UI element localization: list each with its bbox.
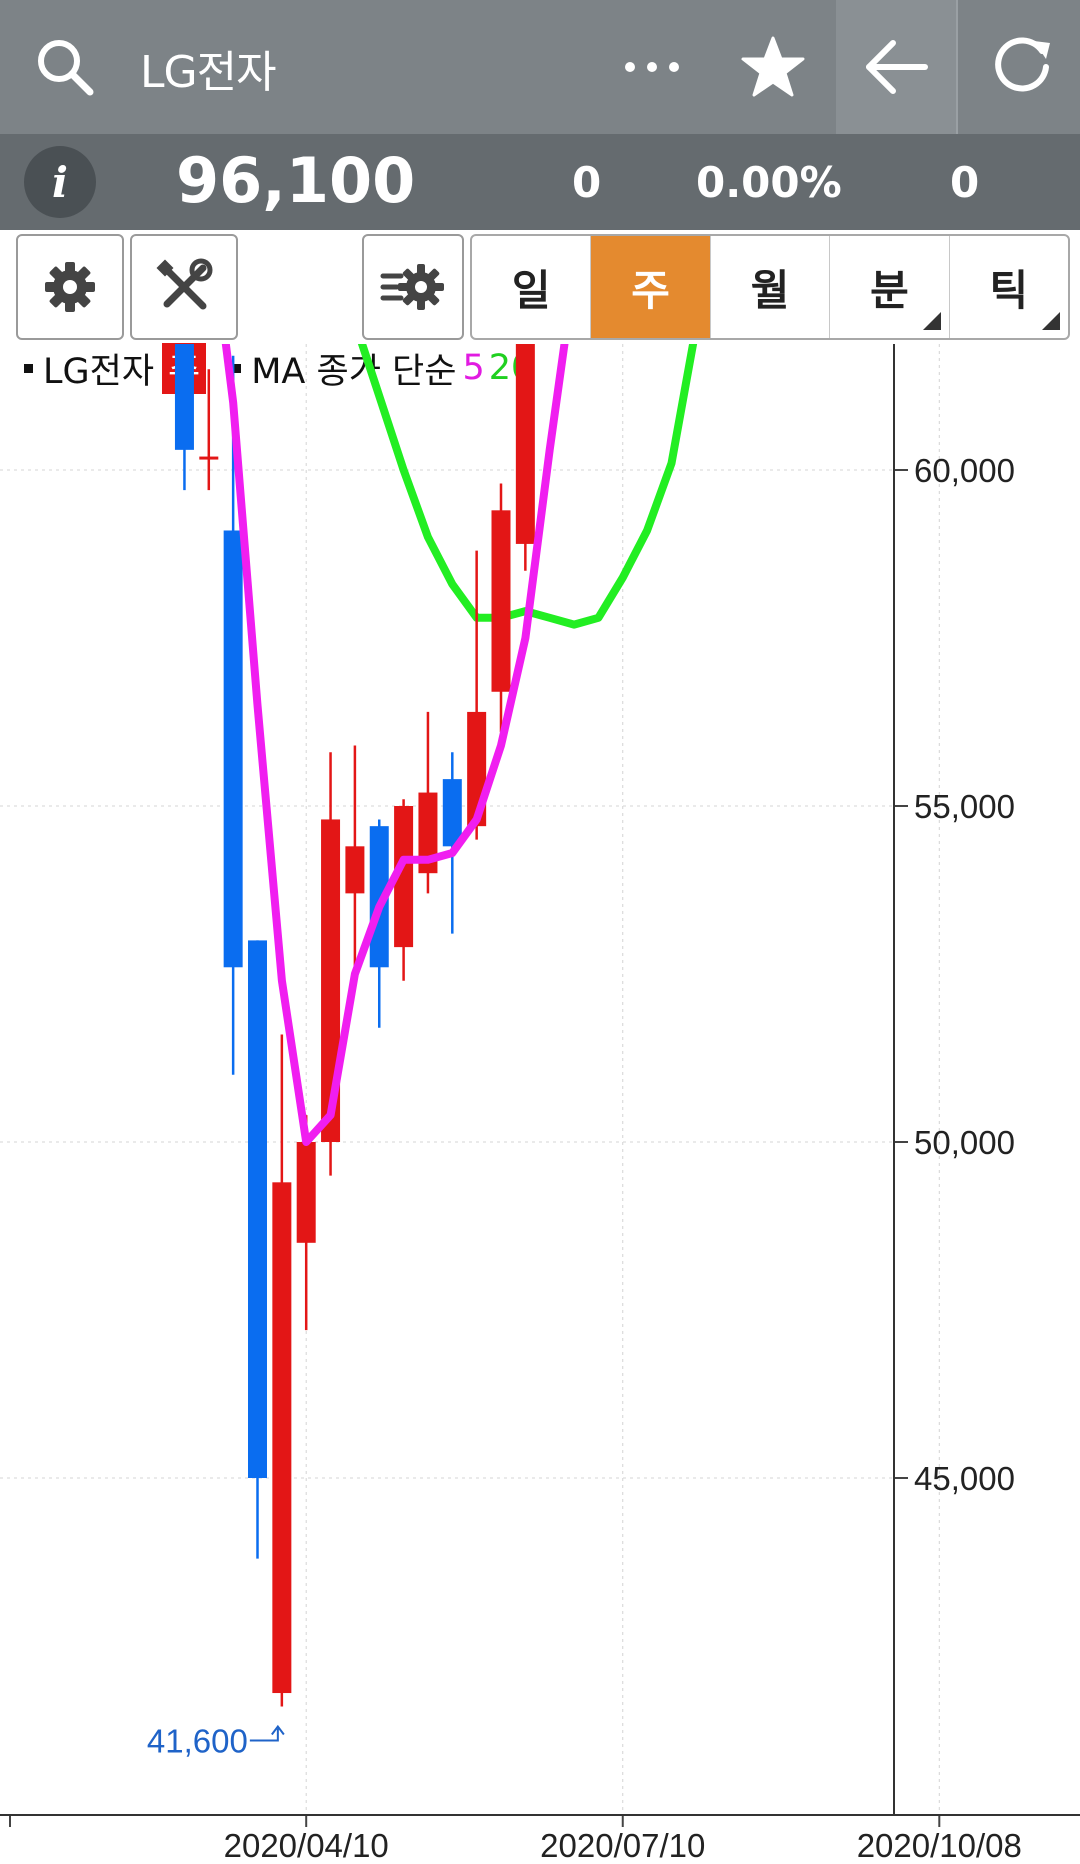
price-bar: i 96,100 0 0.00% 0 — [0, 134, 1080, 230]
y-tick-label: 60,000 — [914, 452, 1015, 489]
candle-body — [321, 819, 341, 1142]
info-icon[interactable]: i — [24, 146, 96, 218]
candle-body — [515, 344, 535, 544]
ma20-layer — [357, 344, 698, 629]
candle-body — [272, 1182, 292, 1694]
trade-volume: 0 — [950, 158, 980, 207]
price-chart[interactable]: 45,00050,00055,00060,00065,00070,00075,0… — [0, 344, 1080, 1864]
candle-body — [174, 344, 194, 450]
legend-marker — [232, 363, 242, 373]
x-tick-label: 2020/04/10 — [224, 1827, 389, 1864]
candle-body — [345, 846, 365, 894]
candle-body — [369, 826, 389, 968]
candles-layer — [174, 344, 535, 1707]
tools-button[interactable] — [130, 234, 238, 340]
current-price: 96,100 — [176, 144, 416, 217]
chart-toolbar: 일 주 월 분 틱 — [0, 230, 1080, 344]
indicator-settings-button[interactable] — [362, 234, 464, 340]
tab-minute[interactable]: 분 — [830, 236, 950, 338]
top-bar: LG전자 — [0, 0, 1080, 134]
refresh-icon[interactable] — [974, 0, 1070, 134]
tools-icon — [156, 258, 213, 310]
stock-title[interactable]: LG전자 — [140, 47, 277, 98]
legend-stock-name: LG전자 — [43, 351, 155, 392]
tab-monthly[interactable]: 월 — [711, 236, 831, 338]
low-price-arrow — [249, 1724, 285, 1742]
candle-body — [296, 1142, 316, 1243]
back-arrow-icon — [836, 0, 956, 134]
x-tick-label: 2020/10/08 — [857, 1827, 1022, 1864]
divider — [956, 0, 958, 134]
legend-ma5: 5 — [462, 348, 485, 388]
candle-body — [199, 456, 219, 460]
tab-tick[interactable]: 틱 — [950, 236, 1068, 338]
ma5-layer — [221, 344, 569, 1146]
candle-body — [491, 510, 511, 692]
annotations-layer: 98,50041,60096,1004.80% — [147, 1722, 285, 1759]
y-tick-label: 50,000 — [914, 1124, 1015, 1161]
candle-body — [394, 806, 414, 948]
star-icon[interactable] — [732, 0, 814, 134]
grid-lines — [0, 344, 940, 1815]
legend-marker — [24, 363, 33, 373]
candle-body — [223, 530, 243, 968]
back-button[interactable] — [836, 0, 956, 134]
candle-body — [248, 940, 267, 1478]
x-tick-label: 2020/07/10 — [540, 1827, 705, 1864]
tab-daily[interactable]: 일 — [472, 236, 592, 338]
dropdown-corner-icon — [922, 312, 941, 330]
indicator-gear-icon — [380, 264, 444, 310]
search-icon[interactable] — [22, 0, 108, 134]
gear-icon — [45, 262, 95, 312]
legend-ma-label: MA 종가 단순 — [251, 351, 457, 392]
y-tick-label: 55,000 — [914, 788, 1015, 825]
dropdown-corner-icon — [1042, 312, 1061, 330]
ma20-line — [357, 344, 698, 629]
tab-weekly[interactable]: 주 — [591, 236, 711, 338]
price-change-percent: 0.00% — [696, 158, 842, 207]
candle-body — [442, 779, 462, 847]
price-change: 0 — [572, 158, 602, 207]
candle-body — [418, 792, 438, 874]
more-icon[interactable] — [612, 0, 692, 134]
period-tabs: 일 주 월 분 틱 — [470, 234, 1070, 340]
settings-button[interactable] — [16, 234, 124, 340]
axes-layer: 45,00050,00055,00060,00065,00070,00075,0… — [0, 344, 1080, 1864]
y-tick-label: 45,000 — [914, 1460, 1015, 1497]
low-price-label: 41,600 — [147, 1722, 248, 1759]
ma5-line — [221, 344, 569, 1146]
